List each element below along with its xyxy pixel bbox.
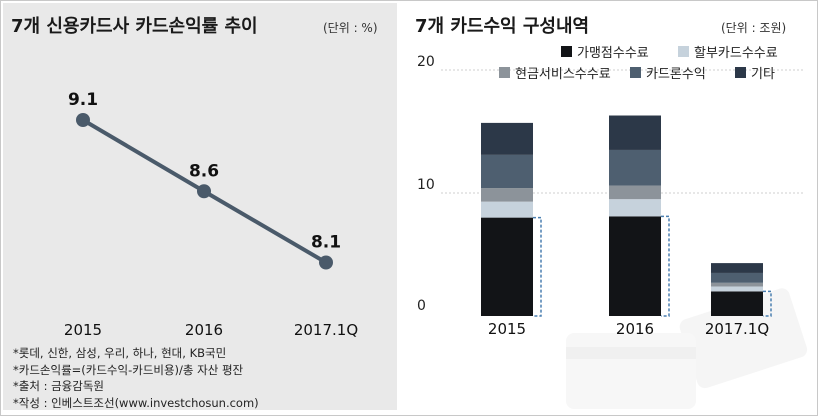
x-tick-label: 2016 [185,321,223,339]
data-label: 8.6 [189,161,219,181]
card-stripe [566,347,696,359]
bar-segment [481,154,533,189]
note-line: *출처 : 금융감독원 [13,379,104,393]
bar-segment [711,286,763,292]
chart-notes: *롯데, 신한, 삼성, 우리, 하나, 현대, KB국민 *카드손익률=(카드… [13,345,259,411]
legend-item: 할부카드수수료 [678,42,778,61]
right-panel: 7개 카드수익 구성내역 (단위 : 조원) 0 10 20 2015 2016 2017… [411,3,813,410]
legend-label: 할부카드수수료 [694,46,778,61]
data-point [76,113,90,127]
legend-swatch [678,46,689,57]
y-tick-label: 0 [417,298,426,314]
legend-label: 카드론수익 [646,67,706,82]
note-line: *롯데, 신한, 삼성, 우리, 하나, 현대, KB국민 [13,346,227,360]
right-chart-unit: (단위 : 조원) [721,21,787,35]
card-watermark [566,288,808,409]
x-tick-label: 2017.1Q [705,320,769,338]
dashed-bracket [661,215,670,317]
bar-segment [711,272,763,283]
y-tick-label: 10 [417,177,435,193]
bar-segment [711,282,763,287]
legend-label: 가맹점수수료 [577,46,649,61]
data-point [319,255,333,270]
legend-item: 카드론수익 [630,63,706,82]
legend-label: 기타 [751,67,775,82]
data-point [197,184,211,199]
bar-segment [481,217,533,316]
x-tick-label: 2015 [64,321,102,339]
legend-item: 가맹점수수료 [561,42,649,61]
legend-swatch [499,67,510,78]
left-chart-title: 7개 신용카드사 카드손익률 추이 [11,16,258,37]
legend-swatch [630,67,641,78]
bar-segment [609,216,661,316]
data-label: 8.1 [311,233,341,253]
bar-segment [481,188,533,202]
bar-segment [609,199,661,217]
note-line: *작성 : 인베스트조선(www.investchosun.com) [13,395,259,410]
legend-item: 기타 [735,63,775,82]
x-tick-label: 2017.1Q [294,321,358,339]
x-tick-label: 2015 [488,320,526,338]
data-label: 9.1 [68,90,98,110]
note-line: *카드손익률=(카드수익-카드비용)/총 자산 평잔 [13,362,244,377]
x-tick-label: 2016 [616,320,654,338]
left-chart-unit: (단위 : %) [323,21,378,35]
legend-swatch [735,67,746,78]
bar-segment [609,115,661,150]
bar-segment [481,201,533,218]
right-chart-title: 7개 카드수익 구성내역 [415,16,590,37]
bar-segment [711,263,763,273]
stacked-bar-chart: 0 10 20 2015 2016 2017.1Q [417,54,808,409]
left-panel: 7개 신용카드사 카드손익률 추이 (단위 : %) 9.1 8.6 8.1 2015… [3,3,397,410]
bar-segment [609,185,661,200]
legend-swatch [561,46,572,57]
dashed-bracket [763,290,772,317]
bar-segment [609,149,661,186]
legend-label: 현금서비스수수료 [515,67,611,82]
bar-segment [481,122,533,155]
card-shape [566,333,696,409]
line-chart: 9.1 8.6 8.1 2015 2016 2017.1Q [64,90,358,339]
bar-segment [711,291,763,316]
legend-item: 현금서비스수수료 [499,63,611,82]
y-tick-label: 20 [417,54,435,70]
dashed-bracket [533,216,542,317]
